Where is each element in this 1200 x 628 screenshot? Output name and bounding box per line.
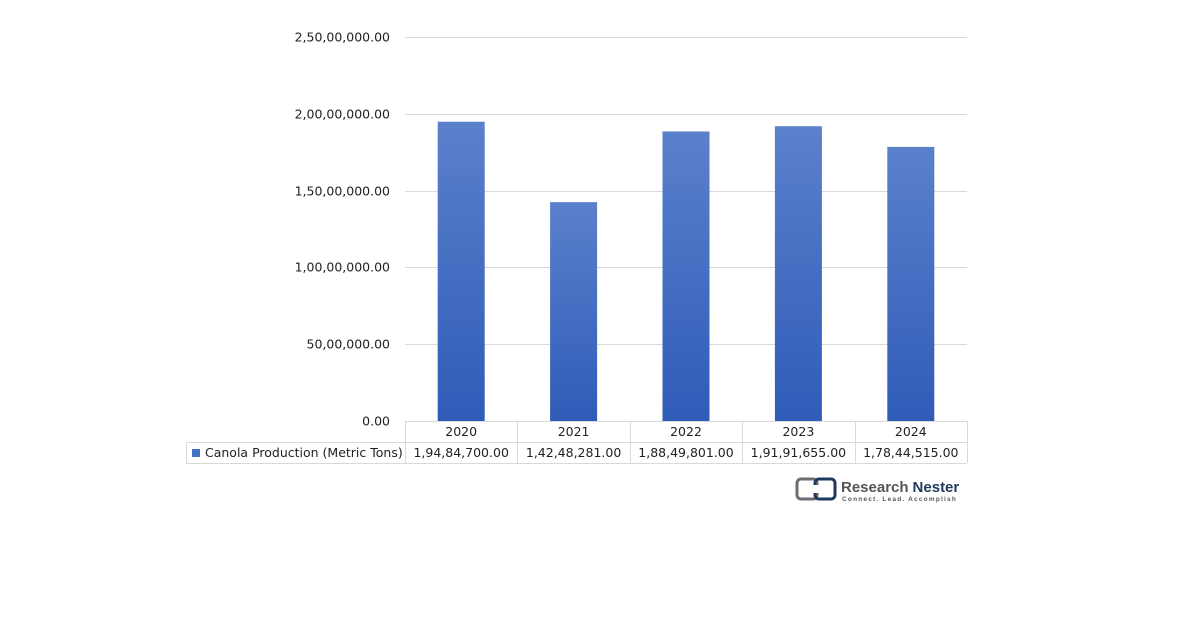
y-tick-label: 1,00,00,000.00 — [295, 260, 390, 275]
y-tick-label: 1,50,00,000.00 — [295, 184, 390, 199]
bar-2023 — [774, 126, 822, 421]
value-cell: 1,78,44,515.00 — [863, 445, 958, 460]
legend-key — [192, 449, 200, 457]
brand-name-part1: Research — [841, 479, 909, 496]
research-nester-logo: Research Nester Connect. Lead. Accomplish — [795, 477, 959, 503]
brand-tagline: Connect. Lead. Accomplish — [842, 496, 957, 503]
category-label: 2024 — [895, 424, 927, 439]
value-cell: 1,91,91,655.00 — [751, 445, 846, 460]
category-label: 2022 — [670, 424, 702, 439]
bars — [437, 121, 935, 422]
data-table: 2020 2021 2022 2023 2024 Canola Production (M… — [186, 421, 968, 464]
brand-name: Research Nester — [841, 479, 959, 496]
value-cell: 1,94,84,700.00 — [413, 445, 508, 460]
logo-mark-icon — [795, 477, 837, 501]
category-label: 2020 — [445, 424, 477, 439]
bar-2021 — [550, 202, 598, 421]
y-tick-label: 2,00,00,000.00 — [295, 107, 390, 122]
bar-2024 — [887, 146, 935, 421]
value-cell: 1,88,49,801.00 — [638, 445, 733, 460]
y-tick-label: 2,50,00,000.00 — [295, 30, 390, 45]
brand-name-part2: Nester — [913, 479, 960, 496]
bar-2020 — [437, 121, 485, 421]
bar-2022 — [662, 131, 710, 422]
category-label: 2021 — [558, 424, 590, 439]
category-label: 2023 — [782, 424, 814, 439]
y-axis-tick-labels: 0.00 50,00,000.00 1,00,00,000.00 1,50,00,00… — [295, 30, 390, 429]
series-name: Canola Production (Metric Tons) — [205, 445, 403, 460]
value-cell: 1,42,48,281.00 — [526, 445, 621, 460]
y-tick-label: 50,00,000.00 — [307, 337, 391, 352]
y-tick-label: 0.00 — [362, 414, 390, 429]
